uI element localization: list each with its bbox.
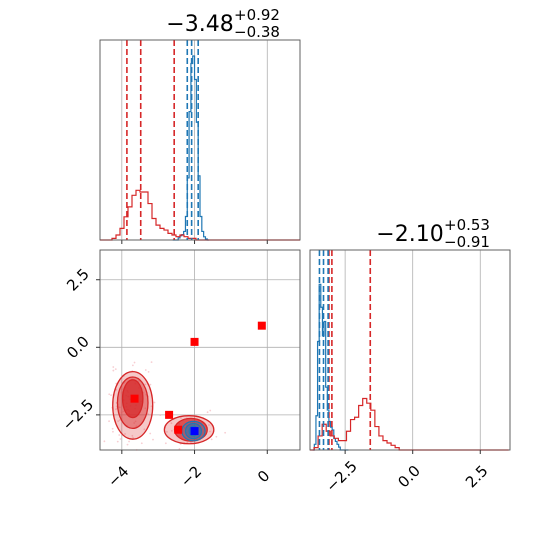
sample-marker-red — [165, 410, 174, 419]
sample-point — [150, 405, 153, 408]
y-tick-label-param2: 2.5 — [63, 265, 93, 295]
title-param2: −2.10 — [376, 222, 443, 247]
diag2-grid — [344, 250, 481, 450]
sample-point — [209, 409, 212, 412]
title-param2-upper: +0.53 — [444, 216, 490, 234]
sample-point — [121, 388, 123, 391]
sample-marker-red — [130, 394, 139, 403]
sample-point — [118, 406, 121, 409]
sample-point — [126, 443, 129, 446]
sample-point — [112, 369, 115, 372]
diag-panel-param1: −3.48 +0.92 −0.38 — [99, 6, 301, 244]
sample-point — [180, 417, 182, 419]
sample-point — [112, 430, 114, 433]
sample-point — [120, 392, 123, 394]
title-param1: −3.48 — [166, 12, 233, 37]
sample-point — [150, 361, 153, 364]
sample-point — [115, 388, 118, 391]
sample-point — [135, 425, 138, 428]
sample-point — [138, 380, 140, 382]
sample-point — [133, 361, 136, 364]
title-param1-value: −3.48 — [166, 12, 233, 37]
sample-point — [159, 414, 162, 417]
joint-panel: −4 −2 0 2.5 0.0 −2.5 — [59, 249, 301, 491]
y-tick-label-param2: 0.0 — [63, 332, 93, 362]
sample-point — [118, 434, 121, 436]
sample-point — [128, 440, 130, 443]
sample-point — [111, 427, 114, 430]
sample-point — [186, 441, 189, 444]
sample-point — [131, 434, 134, 437]
sample-point — [147, 370, 150, 373]
sample-point — [178, 448, 181, 450]
sample-point — [224, 431, 227, 434]
sample-point — [124, 433, 126, 435]
sample-point — [103, 440, 106, 443]
sample-point — [140, 442, 143, 445]
sample-point — [152, 438, 154, 441]
sample-point — [117, 420, 120, 422]
sample-marker-red — [190, 337, 199, 346]
diag1-ticks — [121, 240, 268, 244]
truth-marker-blue — [190, 427, 199, 436]
x-tick-label-param1: 0 — [254, 467, 273, 486]
sample-point — [118, 419, 121, 422]
sample-point — [122, 410, 125, 413]
sample-point — [208, 424, 210, 426]
sample-point — [110, 394, 112, 397]
x-tick-label-param1: −4 — [104, 462, 132, 490]
sample-point — [144, 383, 147, 386]
joint-markers — [130, 321, 266, 436]
sample-point — [108, 420, 110, 423]
sample-point — [132, 437, 134, 439]
sample-point — [120, 411, 123, 414]
title-param1-upper: +0.92 — [234, 6, 280, 24]
x-tick-label-param2: 0.0 — [394, 462, 424, 492]
sample-point — [114, 368, 117, 371]
sample-point — [108, 393, 111, 396]
sample-point — [133, 422, 136, 424]
sample-point — [144, 369, 147, 371]
sample-point — [149, 383, 152, 386]
diag2-quantile-lines — [318, 250, 372, 450]
x-tick-label-param1: −2 — [177, 462, 205, 490]
title-param2-lower: −0.91 — [444, 233, 490, 251]
sample-marker-red — [174, 425, 183, 434]
y-tick-label-param2: −2.5 — [59, 396, 97, 434]
diag-panel-param2: −2.5 0.0 2.5 −2.10 +0.53 −0.91 — [309, 216, 511, 496]
title-param2-value: −2.10 — [376, 222, 443, 247]
sample-point — [170, 422, 173, 425]
x-tick-label-param2: 2.5 — [462, 462, 492, 492]
sample-point — [115, 408, 117, 411]
sample-point — [215, 435, 218, 438]
sample-point — [164, 442, 167, 445]
sample-marker-red — [257, 321, 266, 330]
title-param1-lower: −0.38 — [234, 23, 280, 41]
sample-point — [143, 428, 146, 431]
diag1-quantile-lines — [126, 40, 199, 240]
x-tick-label-param2: −2.5 — [322, 457, 360, 495]
sample-point — [166, 430, 168, 433]
sample-point — [149, 432, 152, 435]
sample-point — [116, 440, 119, 443]
sample-point — [210, 438, 213, 441]
sample-point — [131, 364, 134, 367]
sample-point — [209, 430, 211, 433]
sample-point — [119, 438, 122, 440]
sample-point — [134, 420, 137, 423]
sample-point — [170, 429, 173, 432]
sample-point — [147, 413, 149, 416]
sample-point — [112, 366, 115, 368]
diag2-ticks: −2.5 0.0 2.5 — [322, 450, 492, 496]
sample-point — [144, 407, 147, 410]
sample-point — [153, 401, 156, 404]
sample-point — [206, 411, 209, 414]
